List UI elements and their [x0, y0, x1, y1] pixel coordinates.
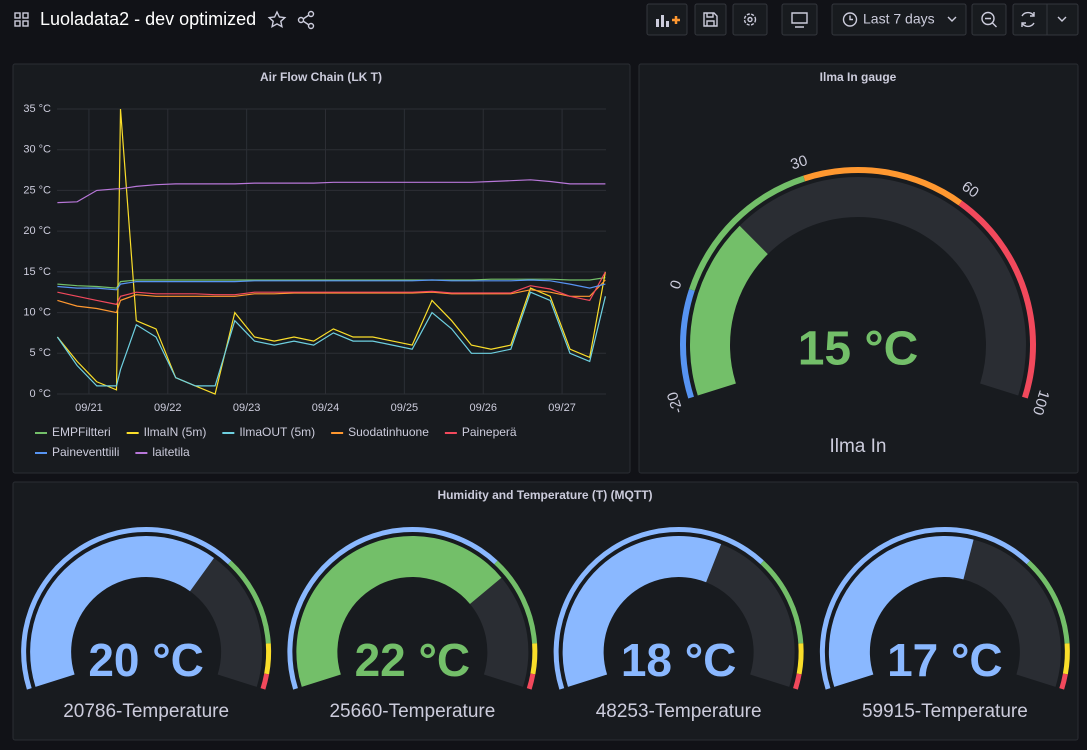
threshold-band [760, 560, 804, 644]
threshold-band [680, 289, 695, 399]
x-tick-label: 09/22 [154, 402, 182, 414]
threshold-band [264, 643, 272, 675]
y-tick-label: 10 °C [23, 306, 51, 318]
legend-label: Paineperä [462, 425, 517, 439]
threshold-band [796, 643, 804, 675]
y-tick-label: 25 °C [23, 184, 51, 196]
settings-button[interactable] [732, 3, 768, 36]
save-button[interactable] [694, 3, 727, 36]
x-tick-label: 09/24 [312, 402, 340, 414]
gauge-tick-label: 30 [789, 152, 810, 173]
gauge-value: 18 °C [621, 634, 737, 686]
gauge-value: 22 °C [355, 634, 471, 686]
gauge-name: 20786-Temperature [63, 701, 229, 722]
threshold-band [494, 560, 538, 644]
dashboard-title[interactable]: Luoladata2 - dev optimized [40, 9, 256, 29]
panel-title: Air Flow Chain (LK T) [260, 70, 382, 84]
legend-item: Paineventtiili [35, 445, 119, 459]
gauge-track [706, 544, 795, 687]
star-icon[interactable] [267, 10, 287, 28]
gauge-value-arc [30, 536, 215, 687]
panel [12, 63, 631, 474]
gauge-tick-label: 100 [1029, 388, 1053, 417]
y-tick-label: 20 °C [23, 225, 51, 237]
gauge-value: 17 °C [887, 634, 1003, 686]
gauge-track [963, 539, 1061, 687]
threshold-band [803, 167, 963, 206]
legend-label: IlmaOUT (5m) [239, 425, 315, 439]
legend-item: IlmaOUT (5m) [222, 425, 315, 439]
add-panel-button[interactable] [646, 3, 688, 36]
threshold-band [227, 560, 271, 644]
legend-label: IlmaIN (5m) [144, 425, 207, 439]
gauge-name: Ilma In [829, 436, 886, 457]
legend-label: laitetila [152, 445, 190, 459]
threshold-band [526, 673, 536, 690]
legend-item: IlmaIN (5m) [126, 425, 207, 439]
time-range-label[interactable]: Last 7 days [863, 11, 935, 27]
series-line [57, 179, 606, 204]
legend-item: Paineperä [444, 425, 517, 439]
gauge-name: 25660-Temperature [329, 701, 495, 722]
legend-item: Suodatinhuone [331, 425, 429, 439]
panel-title: Ilma In gauge [820, 70, 897, 84]
legend-label: Paineventtiili [52, 445, 119, 459]
gauge-value-arc [828, 535, 974, 687]
gauge-tick-label: -20 [664, 390, 687, 416]
y-tick-label: 0 °C [29, 388, 51, 400]
gauge-track [190, 557, 263, 687]
time-picker[interactable]: Last 7 days [831, 3, 967, 36]
series-line [57, 271, 606, 306]
tv-mode-button[interactable] [781, 3, 818, 36]
x-tick-label: 09/27 [548, 402, 576, 414]
y-tick-label: 5 °C [29, 347, 51, 359]
apps-icon[interactable] [14, 12, 29, 27]
panel [12, 481, 1079, 741]
gauge-value-arc [562, 535, 722, 687]
gauge-value: 15 °C [798, 323, 919, 376]
threshold-band [1062, 643, 1070, 675]
share-icon[interactable] [297, 10, 315, 30]
threshold-band [958, 200, 1036, 399]
y-tick-label: 35 °C [23, 103, 51, 115]
series-line [57, 279, 606, 314]
x-tick-label: 09/25 [391, 402, 419, 414]
series-line [56, 108, 606, 395]
gauge-value-arc [689, 225, 768, 396]
gauge-track [469, 577, 529, 687]
series-line [56, 291, 606, 387]
panel-title: Humidity and Temperature (T) (MQTT) [437, 488, 652, 502]
series-line [57, 279, 606, 291]
gauge-name: 48253-Temperature [596, 701, 762, 722]
legend-item: EMPFiltteri [35, 425, 111, 439]
legend-label: Suodatinhuone [348, 425, 429, 439]
y-tick-label: 30 °C [23, 144, 51, 156]
threshold-band [1059, 673, 1068, 690]
panel [638, 63, 1079, 474]
gauge-name: 59915-Temperature [862, 701, 1028, 722]
x-tick-label: 09/26 [469, 402, 497, 414]
legend-item: laitetila [135, 445, 190, 459]
header: Luoladata2 - dev optimized Last 7 days [14, 3, 1079, 36]
threshold-band [793, 673, 802, 690]
gauge-value: 20 °C [88, 634, 204, 686]
gauge-tick-label: 60 [958, 178, 981, 202]
gauge-track [739, 177, 1026, 396]
zoom-out-button[interactable] [971, 3, 1007, 36]
x-tick-label: 09/23 [233, 402, 261, 414]
threshold-band [260, 673, 270, 690]
threshold-band [1026, 560, 1070, 644]
threshold-band [530, 643, 538, 675]
x-tick-label: 09/21 [75, 402, 103, 414]
legend-label: EMPFiltteri [52, 425, 111, 439]
y-tick-label: 15 °C [23, 266, 51, 278]
gauge-value-arc [296, 536, 502, 687]
refresh-button[interactable] [1012, 3, 1079, 36]
